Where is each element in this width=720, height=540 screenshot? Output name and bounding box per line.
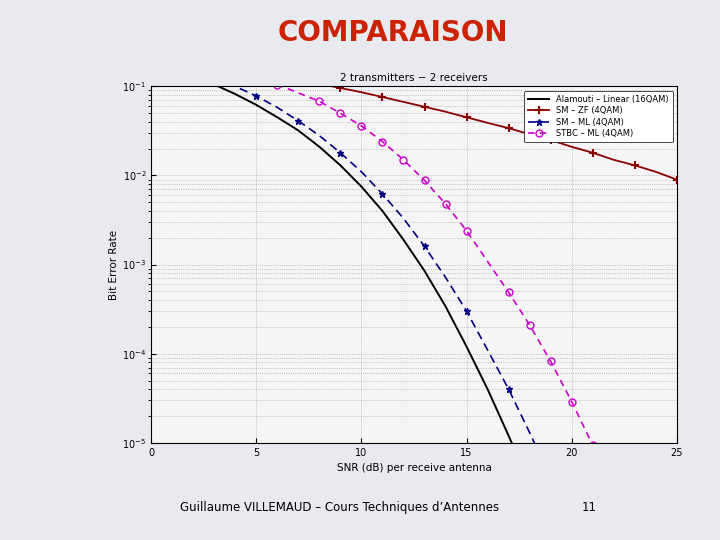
Alamouti – Linear (16QAM) — [357, 184, 366, 190]
Alamouti – Linear (16QAM) — [210, 82, 219, 88]
Line: SM – ZF (4QAM): SM – ZF (4QAM) — [151, 56, 677, 180]
SM – ML (4QAM) — [189, 68, 197, 74]
X-axis label: SNR (dB) per receive antenna: SNR (dB) per receive antenna — [336, 463, 492, 473]
Alamouti – Linear (16QAM) — [315, 144, 324, 150]
Line: STBC – ML (4QAM): STBC – ML (4QAM) — [148, 56, 617, 496]
Alamouti – Linear (16QAM) — [273, 114, 282, 120]
SM – ML (4QAM) — [504, 386, 513, 393]
SM – ZF (4QAM) — [168, 56, 176, 62]
STBC – ML (4QAM) — [609, 489, 618, 495]
SM – ZF (4QAM) — [652, 168, 660, 175]
Alamouti – Linear (16QAM) — [546, 529, 555, 535]
Alamouti – Linear (16QAM) — [399, 237, 408, 243]
SM – ZF (4QAM) — [609, 157, 618, 163]
SM – ZF (4QAM) — [189, 58, 197, 65]
Alamouti – Linear (16QAM) — [294, 127, 302, 134]
Alamouti – Linear (16QAM) — [378, 208, 387, 214]
SM – ZF (4QAM) — [588, 150, 597, 156]
Line: Alamouti – Linear (16QAM): Alamouti – Linear (16QAM) — [151, 64, 677, 540]
Alamouti – Linear (16QAM) — [441, 303, 450, 309]
Alamouti – Linear (16QAM) — [420, 268, 429, 274]
SM – ML (4QAM) — [147, 56, 156, 63]
STBC – ML (4QAM) — [567, 399, 576, 405]
SM – ZF (4QAM) — [483, 119, 492, 126]
STBC – ML (4QAM) — [462, 227, 471, 234]
SM – ML (4QAM) — [273, 104, 282, 111]
SM – ZF (4QAM) — [231, 65, 240, 71]
SM – ZF (4QAM) — [357, 89, 366, 96]
STBC – ML (4QAM) — [189, 63, 197, 69]
SM – ML (4QAM) — [378, 191, 387, 197]
Alamouti – Linear (16QAM) — [189, 73, 197, 79]
Alamouti – Linear (16QAM) — [462, 343, 471, 350]
STBC – ML (4QAM) — [420, 177, 429, 184]
SM – ZF (4QAM) — [631, 162, 639, 168]
SM – ML (4QAM) — [336, 150, 345, 156]
Line: SM – ML (4QAM): SM – ML (4QAM) — [151, 59, 677, 540]
SM – ZF (4QAM) — [399, 99, 408, 105]
STBC – ML (4QAM) — [504, 289, 513, 295]
SM – ZF (4QAM) — [378, 94, 387, 100]
SM – ML (4QAM) — [315, 132, 324, 139]
STBC – ML (4QAM) — [526, 322, 534, 328]
SM – ZF (4QAM) — [546, 137, 555, 143]
STBC – ML (4QAM) — [336, 110, 345, 117]
Alamouti – Linear (16QAM) — [252, 102, 261, 108]
SM – ML (4QAM) — [483, 347, 492, 353]
Title: 2 transmitters − 2 receivers: 2 transmitters − 2 receivers — [340, 73, 488, 83]
STBC – ML (4QAM) — [588, 442, 597, 448]
STBC – ML (4QAM) — [441, 201, 450, 207]
SM – ML (4QAM) — [357, 168, 366, 175]
STBC – ML (4QAM) — [273, 82, 282, 88]
SM – ZF (4QAM) — [294, 77, 302, 83]
Alamouti – Linear (16QAM) — [231, 91, 240, 97]
Alamouti – Linear (16QAM) — [504, 433, 513, 439]
Alamouti – Linear (16QAM) — [483, 386, 492, 393]
SM – ZF (4QAM) — [252, 69, 261, 75]
STBC – ML (4QAM) — [231, 70, 240, 77]
SM – ML (4QAM) — [210, 75, 219, 81]
STBC – ML (4QAM) — [399, 157, 408, 163]
SM – ZF (4QAM) — [672, 177, 681, 183]
SM – ZF (4QAM) — [210, 62, 219, 68]
STBC – ML (4QAM) — [357, 123, 366, 129]
Text: Guillaume VILLEMAUD – Cours Techniques d’Antennes: Guillaume VILLEMAUD – Cours Techniques d… — [181, 501, 500, 514]
Alamouti – Linear (16QAM) — [147, 60, 156, 67]
SM – ZF (4QAM) — [567, 144, 576, 150]
SM – ZF (4QAM) — [315, 80, 324, 87]
SM – ML (4QAM) — [294, 118, 302, 124]
SM – ML (4QAM) — [252, 93, 261, 99]
SM – ML (4QAM) — [462, 308, 471, 314]
Text: COMPARAISON: COMPARAISON — [277, 19, 508, 47]
SM – ZF (4QAM) — [336, 85, 345, 91]
SM – ML (4QAM) — [168, 62, 176, 68]
SM – ML (4QAM) — [546, 475, 555, 482]
SM – ZF (4QAM) — [504, 125, 513, 131]
Alamouti – Linear (16QAM) — [526, 480, 534, 487]
SM – ML (4QAM) — [526, 429, 534, 436]
STBC – ML (4QAM) — [546, 358, 555, 365]
Alamouti – Linear (16QAM) — [336, 162, 345, 168]
SM – ZF (4QAM) — [526, 131, 534, 138]
STBC – ML (4QAM) — [315, 98, 324, 105]
STBC – ML (4QAM) — [147, 56, 156, 63]
SM – ZF (4QAM) — [273, 72, 282, 79]
SM – ML (4QAM) — [231, 83, 240, 90]
SM – ML (4QAM) — [441, 274, 450, 281]
SM – ML (4QAM) — [399, 215, 408, 221]
STBC – ML (4QAM) — [378, 138, 387, 145]
SM – ZF (4QAM) — [441, 109, 450, 115]
SM – ZF (4QAM) — [147, 53, 156, 59]
SM – ZF (4QAM) — [420, 104, 429, 110]
SM – ML (4QAM) — [420, 243, 429, 249]
Y-axis label: Bit Error Rate: Bit Error Rate — [109, 230, 120, 300]
SM – ZF (4QAM) — [462, 114, 471, 120]
Alamouti – Linear (16QAM) — [168, 66, 176, 73]
Text: 11: 11 — [582, 501, 596, 514]
Legend: Alamouti – Linear (16QAM), SM – ZF (4QAM), SM – ML (4QAM), STBC – ML (4QAM): Alamouti – Linear (16QAM), SM – ZF (4QAM… — [524, 91, 672, 143]
SM – ML (4QAM) — [567, 522, 576, 528]
